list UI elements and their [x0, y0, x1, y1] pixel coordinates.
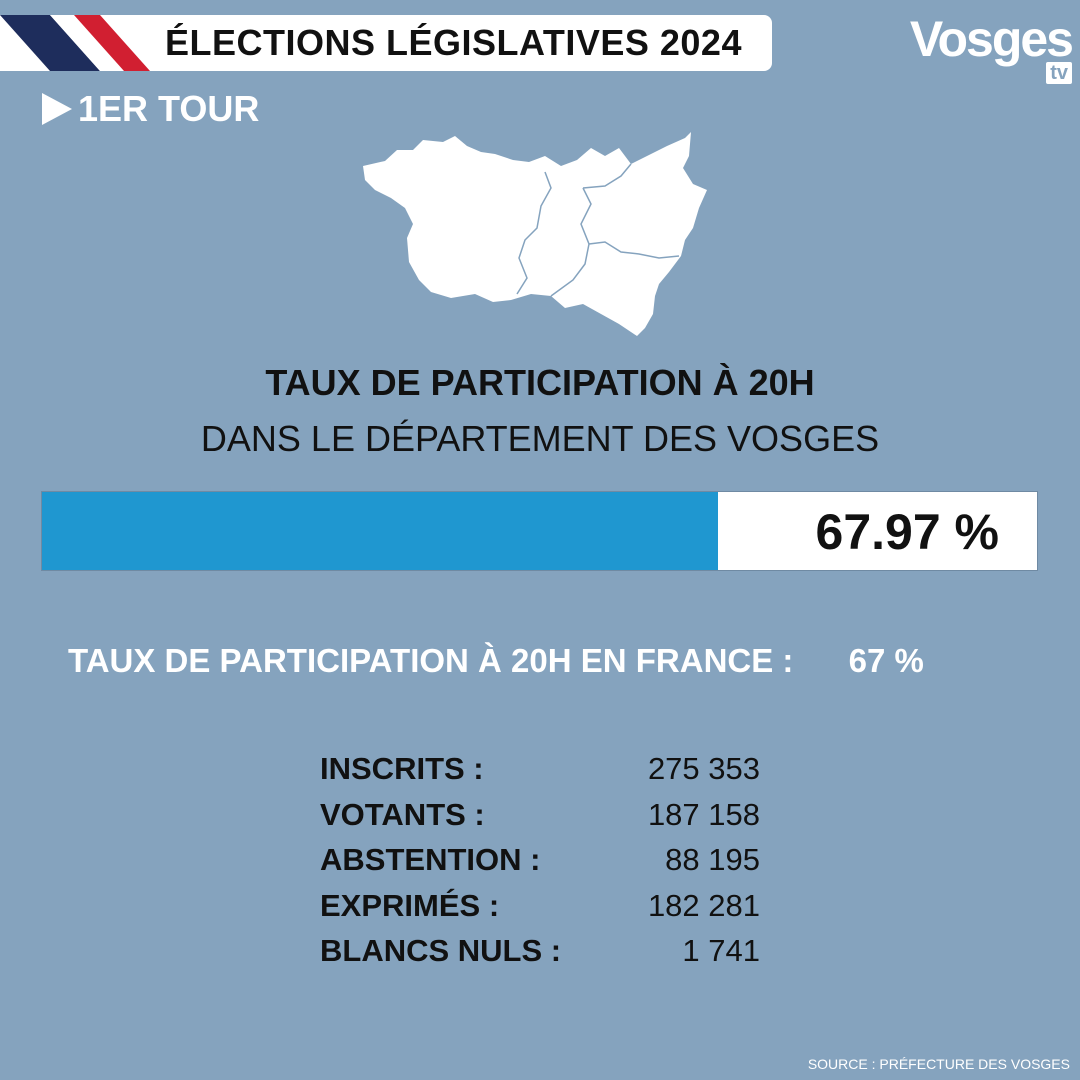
stat-label: EXPRIMÉS :: [320, 887, 500, 923]
french-flag-stripes-icon: [0, 15, 150, 71]
stat-label: INSCRITS :: [320, 751, 484, 786]
round-text: 1ER TOUR: [78, 88, 260, 129]
stat-row-abstention: ABSTENTION : 88 195: [320, 837, 760, 883]
stat-label: BLANCS NULS :: [320, 933, 562, 968]
stat-label: VOTANTS :: [320, 796, 485, 832]
participation-value: 67.97 %: [815, 504, 999, 560]
stat-row-blancs-nuls: BLANCS NULS : 1 741: [320, 928, 760, 974]
page-title: ÉLECTIONS LÉGISLATIVES 2024: [165, 22, 742, 63]
logo-word: Vosges: [909, 11, 1074, 67]
participation-progress-bar: 67.97 %: [41, 491, 1038, 571]
stat-row-votants: VOTANTS : 187 158: [320, 792, 760, 838]
source-credit: SOURCE : PRÉFECTURE DES VOSGES: [807, 1056, 1070, 1072]
play-arrow-icon: [42, 93, 72, 125]
stat-label: ABSTENTION :: [320, 842, 541, 877]
participation-heading: TAUX DE PARTICIPATION À 20H: [265, 362, 815, 403]
stat-value: 182 281: [647, 887, 760, 923]
participation-subheading: DANS LE DÉPARTEMENT DES VOSGES: [200, 418, 880, 459]
stat-value: 275 353: [647, 751, 760, 786]
logo-tv-badge: tv: [1046, 62, 1072, 84]
vosges-tv-logo: Vosges tv: [907, 11, 1074, 87]
stat-value: 1 741: [682, 933, 760, 968]
title-banner: ÉLECTIONS LÉGISLATIVES 2024: [0, 15, 772, 71]
france-participation: TAUX DE PARTICIPATION À 20H EN FRANCE : …: [68, 638, 924, 684]
stats-list: INSCRITS : 275 353 VOTANTS : 187 158 ABS…: [320, 746, 760, 974]
stat-row-exprimes: EXPRIMÉS : 182 281: [320, 883, 760, 929]
vosges-map-icon: [363, 132, 707, 336]
france-participation-label: TAUX DE PARTICIPATION À 20H EN FRANCE :: [68, 642, 794, 679]
stat-value: 187 158: [647, 796, 760, 832]
france-participation-value: 67 %: [848, 642, 924, 679]
stat-row-inscrits: INSCRITS : 275 353: [320, 746, 760, 792]
stat-value: 88 195: [665, 842, 760, 877]
participation-progress-fill: [42, 492, 719, 570]
round-label: 1ER TOUR: [40, 88, 259, 130]
